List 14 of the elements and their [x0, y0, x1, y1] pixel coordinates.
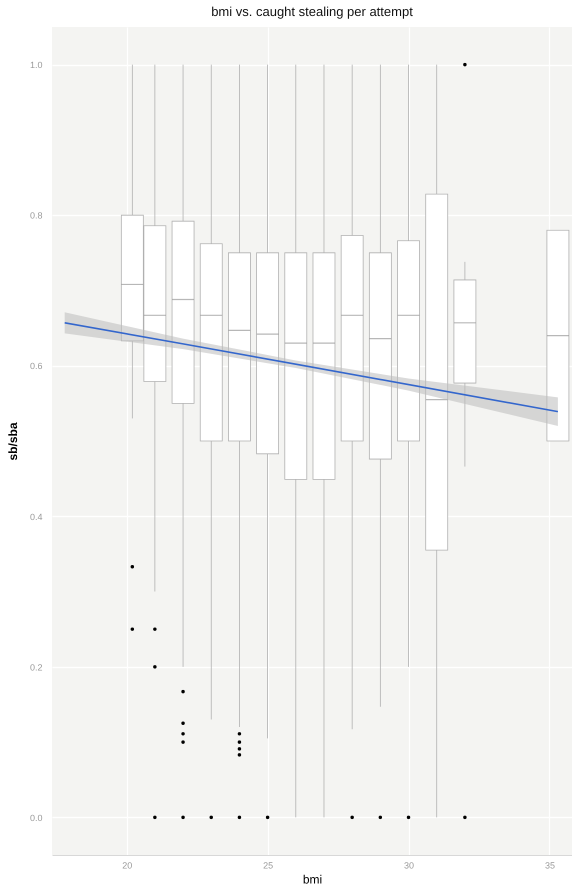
line-series	[64, 322, 559, 412]
x-axis-title: bmi	[302, 872, 322, 886]
y-tick-label: 0.0	[30, 812, 42, 823]
x-tick-label: 25	[263, 860, 274, 870]
y-tick-label: 0.6	[30, 361, 42, 372]
x-tick-label: 20	[122, 860, 132, 870]
x-tick-label: 35	[544, 860, 555, 870]
y-tick-label: 0.4	[30, 512, 42, 522]
chart-title: bmi vs. caught stealing per attempt	[211, 4, 414, 19]
y-tick-label: 1.0	[30, 60, 42, 70]
x-tick-label: 30	[404, 860, 414, 870]
y-tick-label: 0.2	[30, 662, 42, 672]
y-tick-label: 0.8	[30, 210, 42, 221]
y-axis-title: sb/sba	[6, 422, 20, 461]
